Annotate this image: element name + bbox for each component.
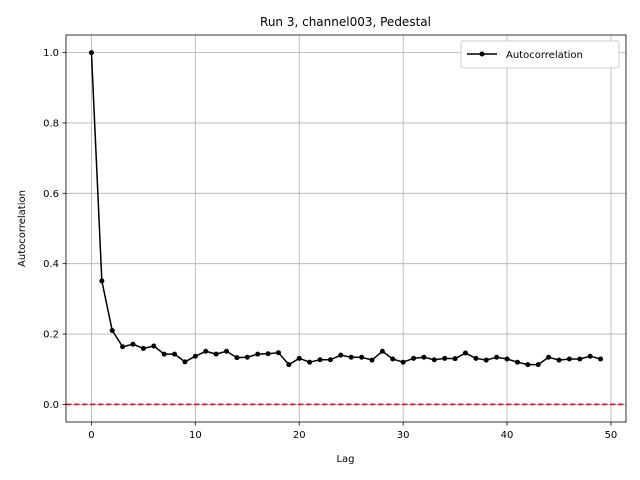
data-point <box>327 357 333 363</box>
data-point <box>473 355 479 361</box>
y-tick-label: 0.8 <box>43 118 59 129</box>
y-tick-label: 0.0 <box>43 400 59 411</box>
data-point <box>598 356 604 362</box>
data-point <box>182 359 188 365</box>
data-point <box>411 355 417 361</box>
data-point <box>483 357 489 363</box>
data-point <box>390 356 396 362</box>
series-layer <box>88 50 604 368</box>
x-axis-ticks: 0 10 20 30 40 50 <box>88 422 617 441</box>
data-point <box>494 354 500 360</box>
data-point <box>88 50 94 56</box>
data-point <box>504 356 510 362</box>
data-point <box>525 362 531 368</box>
data-point <box>379 348 385 354</box>
data-point <box>546 354 552 360</box>
y-tick-label: 0.4 <box>43 259 59 270</box>
data-point <box>244 354 250 360</box>
data-point <box>348 354 354 360</box>
x-tick-label: 50 <box>605 430 618 441</box>
data-point <box>442 355 448 361</box>
legend: Autocorrelation <box>460 40 620 69</box>
x-tick-label: 40 <box>501 430 514 441</box>
data-point <box>224 348 230 354</box>
x-tick-label: 20 <box>293 430 306 441</box>
data-point <box>462 350 468 356</box>
data-point <box>514 359 520 365</box>
data-point <box>192 353 198 359</box>
y-tick-label: 0.6 <box>43 189 59 200</box>
data-point <box>130 341 136 347</box>
x-tick-label: 30 <box>397 430 410 441</box>
data-point <box>452 356 458 362</box>
legend-box <box>460 40 620 69</box>
y-axis-ticks: 0.0 0.2 0.4 0.6 0.8 1.0 <box>43 48 66 411</box>
data-point <box>359 354 365 360</box>
data-point <box>535 362 541 368</box>
y-tick-label: 1.0 <box>43 48 59 59</box>
data-point <box>400 359 406 365</box>
x-tick-label: 10 <box>189 430 202 441</box>
data-point <box>140 345 146 351</box>
data-point <box>161 351 167 357</box>
data-point <box>120 344 126 350</box>
data-point <box>213 351 219 357</box>
data-point <box>109 328 115 334</box>
data-point <box>255 351 261 357</box>
y-axis-label: Autocorrelation <box>17 190 28 267</box>
x-axis-label: Lag <box>336 454 354 465</box>
data-point <box>99 278 105 284</box>
legend-label: Autocorrelation <box>506 50 583 61</box>
data-point <box>307 359 313 365</box>
plot-frame <box>65 34 627 423</box>
data-point <box>431 357 437 363</box>
data-point <box>265 351 271 357</box>
data-point <box>577 356 583 362</box>
data-point <box>566 356 572 362</box>
data-point <box>317 357 323 363</box>
chart-title: Run 3, channel003, Pedestal <box>260 15 431 29</box>
data-point <box>369 357 375 363</box>
data-point <box>151 343 157 349</box>
data-point <box>296 355 302 361</box>
data-point <box>587 353 593 359</box>
data-point <box>275 350 281 356</box>
data-point <box>172 351 178 357</box>
data-point <box>234 355 240 361</box>
legend-marker-sample <box>479 51 485 57</box>
y-tick-label: 0.2 <box>43 330 59 341</box>
x-tick-label: 0 <box>88 430 94 441</box>
data-point <box>286 362 292 368</box>
data-point <box>203 348 209 354</box>
data-point <box>556 357 562 363</box>
data-point <box>421 354 427 360</box>
data-point <box>338 352 344 358</box>
